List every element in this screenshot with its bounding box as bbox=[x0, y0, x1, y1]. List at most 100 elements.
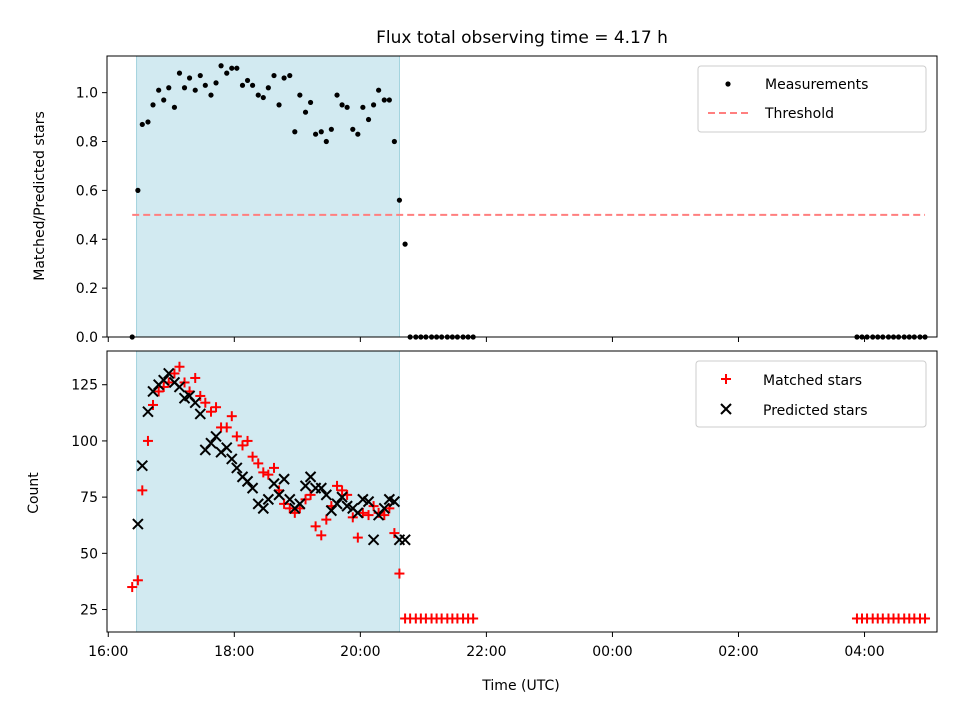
matched-star-point bbox=[231, 431, 242, 442]
measurement-point bbox=[391, 138, 397, 145]
predicted-star-point bbox=[294, 498, 306, 510]
predicted-star-point bbox=[246, 482, 259, 494]
measurement-point bbox=[166, 85, 172, 91]
bottom-observing-window-shade bbox=[136, 350, 400, 633]
measurement-point bbox=[302, 109, 309, 115]
measurement-point bbox=[213, 80, 219, 86]
legend-predicted-marker bbox=[720, 403, 732, 415]
y-tick-label: 25 bbox=[80, 603, 98, 619]
x-tick-label: 22:00 bbox=[466, 644, 506, 660]
top-panel: 0.0 0.2 0.4 0.6 0.8 1.0 Matched/Predicted sta… bbox=[32, 55, 938, 346]
measurement-point bbox=[281, 75, 287, 81]
measurement-point bbox=[192, 87, 198, 93]
matched-star-point bbox=[148, 399, 159, 410]
measurement-point bbox=[139, 121, 145, 128]
predicted-star-point bbox=[399, 534, 411, 546]
matched-star-point bbox=[305, 489, 316, 500]
predicted-star-point bbox=[352, 507, 364, 519]
predicted-star-point bbox=[194, 408, 206, 420]
top-shaded-region-layer bbox=[136, 55, 400, 338]
matched-star-point bbox=[379, 510, 390, 521]
predicted-star-point bbox=[132, 518, 144, 530]
predicted-star-point bbox=[163, 367, 175, 380]
predicted-star-point bbox=[241, 475, 254, 488]
y-tick-label: 0.2 bbox=[76, 281, 98, 297]
y-tick-label: 125 bbox=[71, 378, 98, 394]
bottom-y-axis-label: Count bbox=[26, 472, 42, 514]
y-tick-label: 75 bbox=[80, 490, 98, 506]
predicted-star-point bbox=[367, 534, 380, 546]
matched-star-point bbox=[352, 532, 363, 543]
measurement-point bbox=[176, 70, 183, 76]
bottom-legend: Matched stars Predicted stars bbox=[695, 360, 927, 428]
measurement-point bbox=[318, 129, 324, 135]
measurement-point bbox=[135, 187, 141, 193]
matched-star-point bbox=[211, 402, 222, 413]
measurement-point bbox=[186, 75, 193, 81]
measurement-point bbox=[344, 104, 350, 110]
measurement-point bbox=[334, 92, 340, 98]
predicted-star-point bbox=[378, 502, 391, 515]
predicted-star-point bbox=[388, 495, 401, 508]
measurement-point bbox=[202, 82, 208, 88]
predicted-star-point bbox=[142, 405, 154, 418]
measurement-point bbox=[255, 92, 261, 98]
measurement-point bbox=[161, 97, 167, 103]
predicted-star-point bbox=[173, 381, 186, 393]
matched-star-point bbox=[284, 503, 295, 514]
measurement-point bbox=[249, 82, 256, 88]
x-tick-label: 04:00 bbox=[844, 644, 884, 660]
predicted-star-point bbox=[210, 430, 222, 443]
measurement-point bbox=[370, 102, 377, 108]
y-tick-label: 50 bbox=[80, 546, 98, 562]
measurement-point bbox=[297, 92, 303, 98]
matched-star-point bbox=[316, 530, 327, 541]
measurement-point bbox=[292, 129, 298, 135]
measurement-point bbox=[350, 126, 356, 132]
measurement-point bbox=[229, 65, 235, 71]
measurement-point bbox=[381, 97, 387, 103]
matched-star-point bbox=[169, 368, 180, 379]
matched-star-point bbox=[920, 613, 931, 624]
matched-star-point bbox=[195, 390, 206, 401]
measurement-point bbox=[396, 197, 403, 203]
bottom-points-layer bbox=[127, 361, 931, 624]
measurement-point bbox=[181, 85, 188, 91]
matched-star-point bbox=[205, 406, 216, 417]
measurement-point bbox=[402, 241, 408, 247]
matched-star-point bbox=[174, 361, 185, 372]
matched-star-point bbox=[242, 435, 253, 446]
measurement-point bbox=[244, 77, 251, 84]
top-observing-window-shade bbox=[136, 55, 400, 338]
predicted-star-point bbox=[304, 471, 317, 483]
y-tick-label: 0.0 bbox=[76, 330, 98, 346]
matched-star-point bbox=[394, 568, 405, 579]
matched-star-point bbox=[384, 503, 395, 514]
x-tick-label: 00:00 bbox=[592, 644, 632, 660]
measurement-point bbox=[239, 82, 246, 88]
legend-predicted-label: Predicted stars bbox=[763, 403, 868, 419]
matched-star-point bbox=[321, 514, 332, 525]
matched-star-point bbox=[310, 521, 321, 532]
predicted-star-point bbox=[189, 396, 201, 409]
matched-star-point bbox=[137, 485, 148, 496]
measurement-point bbox=[365, 116, 372, 123]
predicted-star-point bbox=[362, 495, 375, 508]
predicted-star-point bbox=[268, 477, 280, 490]
predicted-star-point bbox=[205, 437, 217, 449]
predicted-star-point bbox=[231, 462, 243, 474]
measurement-point bbox=[171, 104, 178, 110]
measurement-point bbox=[265, 85, 271, 91]
bottom-ticks-layer: 25 50 75 100 125 16:00 18:00 20:00 22:00 00:00 02:… bbox=[71, 378, 884, 660]
measurement-point bbox=[355, 131, 361, 137]
matched-star-point bbox=[237, 440, 248, 451]
y-tick-label: 1.0 bbox=[76, 86, 98, 102]
x-tick-label: 20:00 bbox=[340, 644, 380, 660]
top-legend: Measurements Threshold bbox=[697, 65, 927, 133]
top-legend-box bbox=[697, 65, 927, 133]
matched-star-point bbox=[263, 469, 274, 480]
predicted-star-point bbox=[284, 493, 296, 506]
chart-title: Flux total observing time = 4.17 h bbox=[376, 28, 668, 48]
bottom-axes-frame bbox=[106, 350, 938, 633]
bottom-shaded-region-layer bbox=[136, 350, 400, 633]
